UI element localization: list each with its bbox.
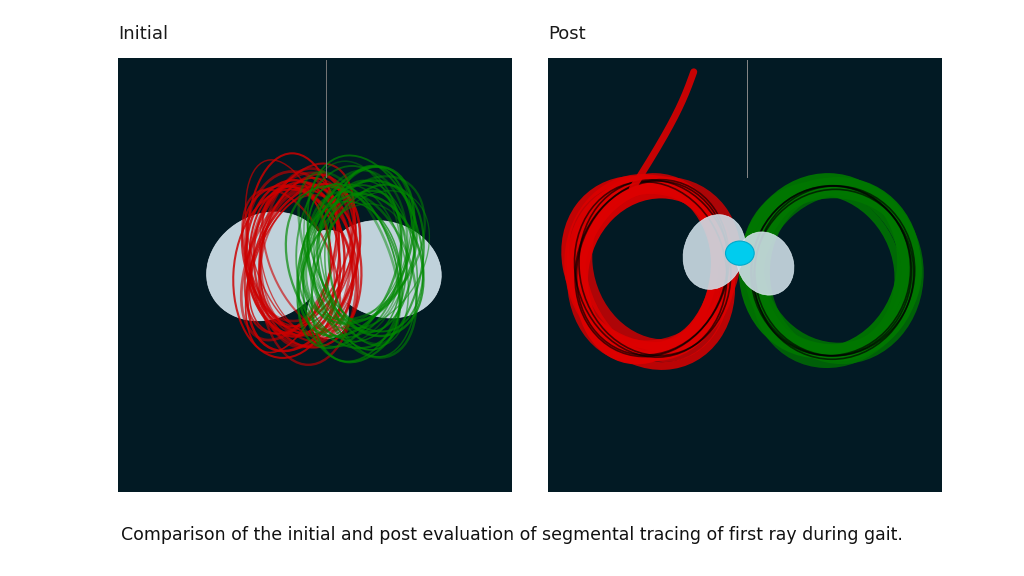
Ellipse shape (307, 287, 348, 339)
Ellipse shape (737, 232, 794, 295)
Bar (548, 58, 942, 492)
Ellipse shape (725, 241, 754, 265)
Ellipse shape (297, 230, 358, 300)
Ellipse shape (327, 221, 441, 318)
Text: Initial: Initial (118, 25, 168, 43)
Bar (118, 58, 512, 492)
Ellipse shape (683, 215, 745, 289)
Ellipse shape (207, 212, 327, 321)
Text: Post: Post (548, 25, 586, 43)
Text: Comparison of the initial and post evaluation of segmental tracing of first ray : Comparison of the initial and post evalu… (121, 525, 903, 544)
